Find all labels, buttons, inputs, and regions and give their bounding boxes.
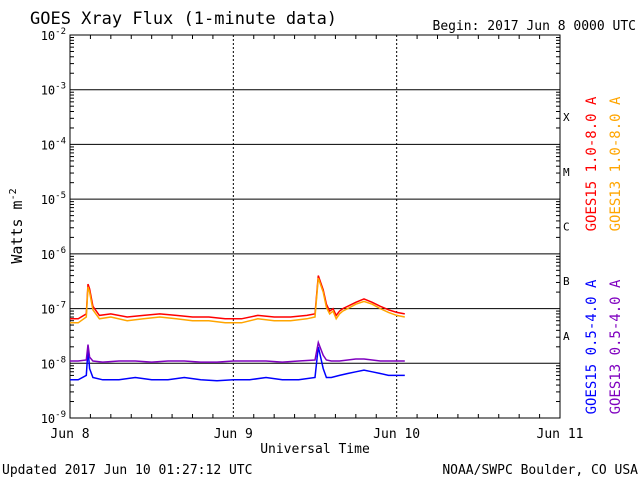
series-layer (70, 275, 405, 382)
y-tick-label: 10-2 (41, 27, 66, 43)
legend-entry: GOES15 1.0-8.0 A (584, 96, 600, 231)
y-tick-label: 10-7 (41, 301, 66, 317)
x-axis-label: Universal Time (260, 442, 370, 457)
y-tick-label: 10-6 (41, 246, 66, 262)
begin-time: Begin: 2017 Jun 8 0000 UTC (433, 19, 637, 34)
x-tick-label: Jun 9 (214, 427, 253, 442)
flare-class-label: C (563, 221, 570, 234)
series-line (70, 277, 405, 324)
legend-entry: GOES13 1.0-8.0 A (608, 96, 624, 231)
flare-class-label: B (563, 275, 570, 288)
flare-class-label: X (563, 111, 570, 124)
y-tick-label: 10-5 (41, 191, 66, 207)
credit: NOAA/SWPC Boulder, CO USA (442, 463, 638, 478)
tick-labels: 10-9 10-8 10-7 10-6 10-5 10-4 10-3 10-2 Jun 8 Jun… (41, 27, 584, 442)
series-line (70, 339, 405, 363)
series-line (70, 275, 405, 320)
flare-class-labels: A B C M X (563, 111, 570, 343)
legend-entry: GOES15 0.5-4.0 A (584, 279, 600, 414)
x-tick-label: Jun 10 (373, 427, 420, 442)
y-axis-label: Watts m-2 (8, 188, 26, 263)
y-tick-label: 10-4 (41, 136, 66, 152)
flare-class-label: A (563, 330, 570, 343)
x-tick-label: Jun 8 (50, 427, 89, 442)
y-tick-label: 10-3 (41, 82, 66, 98)
y-tick-label: 10-9 (41, 410, 66, 426)
flare-class-label: M (563, 166, 570, 179)
grid-layer (70, 35, 560, 418)
y-tick-label: 10-8 (41, 355, 66, 371)
x-tick-label: Jun 11 (537, 427, 584, 442)
updated-time: Updated 2017 Jun 10 01:27:12 UTC (2, 463, 252, 478)
legend: GOES15 1.0-8.0 A GOES13 1.0-8.0 A GOES15 0… (584, 96, 624, 414)
legend-entry: GOES13 0.5-4.0 A (608, 279, 624, 414)
series-line (70, 346, 405, 382)
chart-title: GOES Xray Flux (1-minute data) (30, 9, 337, 29)
